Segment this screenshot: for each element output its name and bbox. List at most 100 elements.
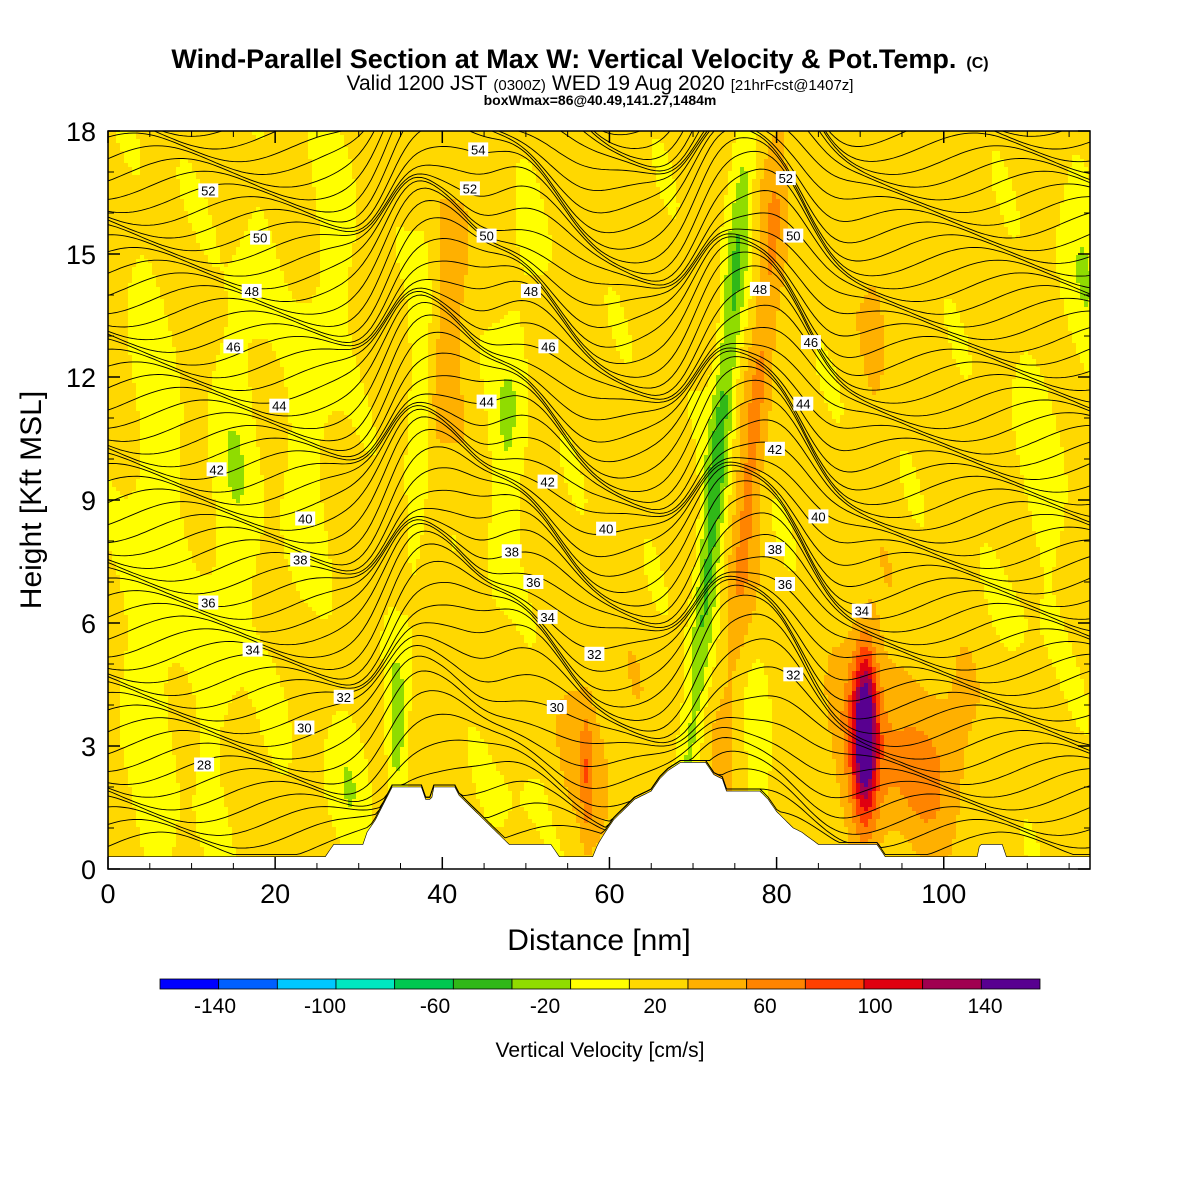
contour-label: 52 bbox=[198, 183, 218, 198]
contour-label-text: 40 bbox=[811, 509, 825, 524]
contour-label-text: 36 bbox=[526, 575, 540, 590]
contour-label-text: 30 bbox=[550, 700, 564, 715]
contour-label: 40 bbox=[808, 509, 828, 524]
contour-label: 42 bbox=[765, 442, 785, 457]
contour-label: 52 bbox=[460, 181, 480, 196]
contour-label: 30 bbox=[547, 700, 567, 715]
colorbar-tick-label: -100 bbox=[304, 995, 346, 1018]
contour-label-text: 50 bbox=[786, 229, 800, 244]
contour-label-text: 36 bbox=[201, 596, 215, 611]
y-tick-label: 9 bbox=[81, 486, 96, 516]
y-tick-label: 6 bbox=[81, 609, 96, 639]
contour-label-text: 34 bbox=[540, 610, 554, 625]
contour-label: 34 bbox=[243, 643, 263, 658]
contour-label: 32 bbox=[783, 667, 803, 682]
x-tick-label: 40 bbox=[427, 879, 457, 909]
contour-label-text: 44 bbox=[272, 399, 286, 414]
colorbar-tick-label: 140 bbox=[967, 995, 1002, 1018]
chart-subtitle-box-max: boxWmax=86@40.49,141.27,1484m bbox=[484, 92, 717, 108]
contour-label-text: 42 bbox=[768, 442, 782, 457]
colorbar-tick-label: -140 bbox=[194, 995, 236, 1018]
contour-label: 42 bbox=[207, 462, 227, 477]
contour-label-text: 32 bbox=[336, 690, 350, 705]
contour-label: 46 bbox=[223, 339, 243, 354]
contour-label-text: 40 bbox=[599, 522, 613, 537]
contour-label-text: 32 bbox=[587, 647, 601, 662]
y-tick-label: 12 bbox=[66, 363, 96, 393]
contour-label-text: 52 bbox=[779, 171, 793, 186]
contour-label-text: 48 bbox=[524, 284, 538, 299]
chart-figure: Wind-Parallel Section at Max W: Vertical… bbox=[0, 0, 1200, 1200]
chart-title: Wind-Parallel Section at Max W: Vertical… bbox=[171, 44, 988, 74]
colorbar-swatch bbox=[160, 979, 219, 989]
x-tick-label: 80 bbox=[762, 879, 792, 909]
contour-label-text: 34 bbox=[245, 643, 259, 658]
contour-label-text: 36 bbox=[778, 577, 792, 592]
contour-label-text: 46 bbox=[804, 335, 818, 350]
x-tick-label: 100 bbox=[921, 879, 966, 909]
contour-label: 38 bbox=[502, 544, 522, 559]
contour-label: 48 bbox=[750, 282, 770, 297]
contour-label-text: 48 bbox=[753, 282, 767, 297]
contour-label-text: 42 bbox=[209, 462, 223, 477]
contour-label: 32 bbox=[584, 647, 604, 662]
colorbar-tick-label: 100 bbox=[857, 995, 892, 1018]
contour-label: 36 bbox=[775, 577, 795, 592]
contour-label-text: 44 bbox=[796, 397, 810, 412]
title-mark: (C) bbox=[966, 55, 988, 72]
contour-label: 44 bbox=[477, 395, 497, 410]
y-tick-label: 18 bbox=[66, 117, 96, 147]
colorbar: -140 -100 -60 -20 20 60 100 140 bbox=[160, 979, 1040, 1018]
contour-label: 34 bbox=[538, 610, 558, 625]
contour-label: 38 bbox=[765, 542, 785, 557]
contour-label: 44 bbox=[269, 399, 289, 414]
contour-label: 44 bbox=[793, 397, 813, 412]
contour-label: 48 bbox=[242, 284, 262, 299]
contour-label: 36 bbox=[198, 596, 218, 611]
colorbar-tick-label: -20 bbox=[530, 995, 560, 1018]
colorbar-swatch bbox=[747, 979, 806, 989]
contour-label: 32 bbox=[334, 690, 354, 705]
contour-label-text: 50 bbox=[479, 229, 493, 244]
colorbar-title: Vertical Velocity [cm/s] bbox=[496, 1039, 705, 1062]
contour-label-text: 42 bbox=[540, 475, 554, 490]
contour-label-text: 38 bbox=[768, 542, 782, 557]
y-tick-label: 0 bbox=[81, 855, 96, 885]
contour-label-text: 44 bbox=[479, 395, 493, 410]
colorbar-tick-label: 20 bbox=[643, 995, 666, 1018]
y-axis-title: Height [Kft MSL] bbox=[15, 391, 48, 609]
contour-label-text: 52 bbox=[201, 183, 215, 198]
contour-label: 34 bbox=[852, 604, 872, 619]
contour-label: 48 bbox=[521, 284, 541, 299]
y-tick-label: 15 bbox=[66, 240, 96, 270]
contour-label: 50 bbox=[783, 229, 803, 244]
contour-label: 50 bbox=[477, 229, 497, 244]
colorbar-swatch bbox=[453, 979, 512, 989]
x-tick-label: 20 bbox=[260, 879, 290, 909]
contour-label-text: 30 bbox=[297, 721, 311, 736]
contour-label-text: 46 bbox=[226, 339, 240, 354]
x-tick-label: 0 bbox=[100, 879, 115, 909]
colorbar-tick-label: 60 bbox=[753, 995, 776, 1018]
contour-label-text: 38 bbox=[504, 544, 518, 559]
contour-label: 42 bbox=[538, 475, 558, 490]
contour-label: 40 bbox=[596, 522, 616, 537]
contour-label-text: 52 bbox=[463, 181, 477, 196]
contour-label: 52 bbox=[776, 171, 796, 186]
contour-label: 36 bbox=[523, 575, 543, 590]
contour-label-text: 54 bbox=[471, 142, 485, 157]
contour-label-text: 48 bbox=[244, 284, 258, 299]
colorbar-swatch bbox=[571, 979, 630, 989]
contour-label: 40 bbox=[295, 512, 315, 527]
contour-label-text: 38 bbox=[293, 553, 307, 568]
contour-label: 38 bbox=[290, 553, 310, 568]
contour-label-text: 40 bbox=[298, 512, 312, 527]
colorbar-tick-label: -60 bbox=[420, 995, 450, 1018]
colorbar-swatch bbox=[277, 979, 336, 989]
contour-label: 46 bbox=[801, 335, 821, 350]
contour-label-text: 46 bbox=[541, 339, 555, 354]
colorbar-swatch bbox=[629, 979, 688, 989]
colorbar-swatch bbox=[219, 979, 278, 989]
contour-label: 50 bbox=[250, 231, 270, 246]
colorbar-swatch bbox=[336, 979, 395, 989]
